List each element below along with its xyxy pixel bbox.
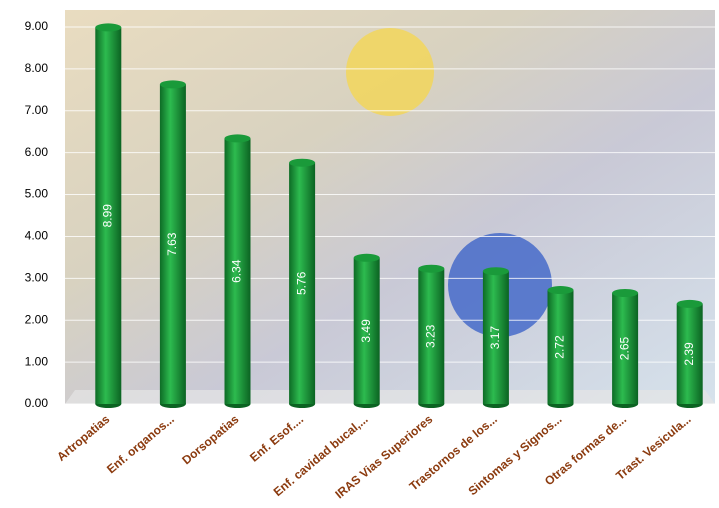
bar-top: [612, 289, 638, 297]
y-tick-label: 6.00: [25, 145, 49, 159]
x-tick-label: Artropatias: [54, 412, 112, 464]
y-tick-label: 1.00: [25, 354, 49, 368]
value-label: 7.63: [165, 232, 179, 256]
value-label: 8.99: [100, 204, 114, 228]
y-tick-label: 3.00: [25, 271, 49, 285]
value-label: 3.23: [423, 324, 437, 348]
value-label: 6.34: [230, 259, 244, 283]
y-tick-label: 4.00: [25, 229, 49, 243]
y-tick-label: 9.00: [25, 19, 49, 33]
value-label: 2.72: [553, 335, 567, 359]
bar-top: [289, 159, 315, 167]
bar-top: [225, 134, 251, 142]
y-tick-label: 0.00: [25, 396, 49, 410]
value-label: 3.49: [359, 319, 373, 343]
y-tick-label: 8.00: [25, 61, 49, 75]
value-label: 5.76: [294, 271, 308, 295]
y-tick-label: 2.00: [25, 312, 49, 326]
value-label: 2.39: [682, 342, 696, 366]
x-tick-label: Enf. Esof....: [247, 412, 306, 465]
x-tick-label: Enf. organos...: [104, 412, 177, 476]
bar-top: [160, 80, 186, 88]
bar-top: [548, 286, 574, 294]
bar-top: [354, 254, 380, 262]
x-tick-label: Dorsopatias: [179, 412, 241, 468]
bar-top: [95, 23, 121, 31]
y-tick-label: 7.00: [25, 103, 49, 117]
value-label: 2.65: [617, 336, 631, 360]
y-tick-label: 5.00: [25, 187, 49, 201]
photo-ball: [346, 28, 434, 116]
bar-top: [418, 265, 444, 273]
value-label: 3.17: [488, 326, 502, 350]
bar-top: [483, 267, 509, 275]
chart: 0.00 1.00 2.00 3.00 4.00 5.00 6.00 7.00 8.00 9.00…: [0, 0, 719, 508]
bar-top: [677, 300, 703, 308]
